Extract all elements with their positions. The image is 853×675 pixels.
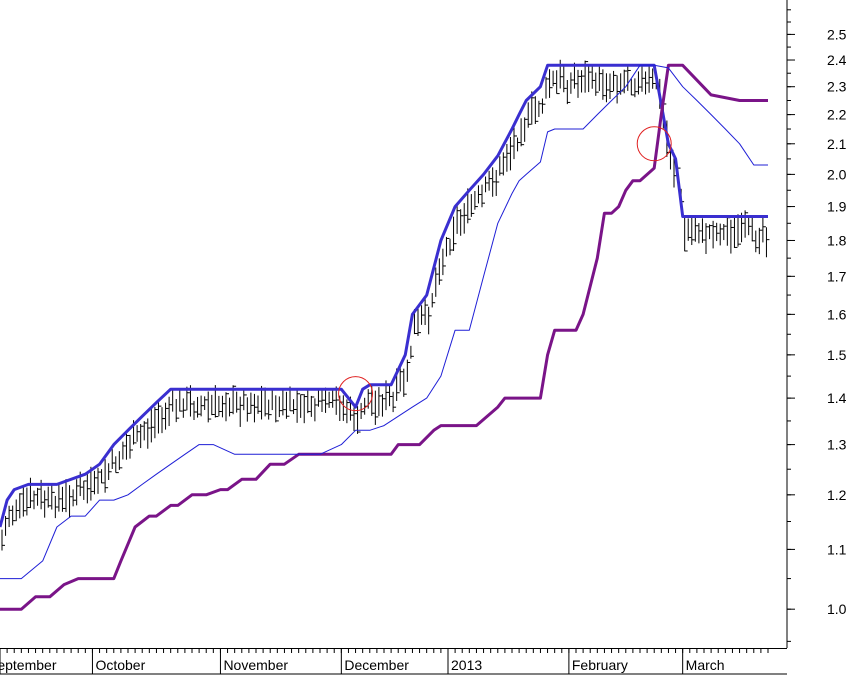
y-tick-label: 1.0 <box>827 601 847 617</box>
signal-circle-marker <box>636 126 672 162</box>
y-tick-label: 1.1 <box>827 541 847 557</box>
y-tick-label: 2.2 <box>827 107 847 123</box>
chart-axes <box>0 0 788 675</box>
y-tick-label: 1.4 <box>827 390 847 406</box>
middle-line <box>0 64 768 580</box>
indicator-lines <box>0 63 768 611</box>
x-tick-label: October <box>95 657 145 673</box>
y-tick-label: 1.9 <box>827 199 847 215</box>
signal-markers <box>338 126 672 412</box>
y-tick-label: 1.6 <box>827 306 847 322</box>
x-tick-label: February <box>572 657 628 673</box>
y-tick-label: 1.3 <box>827 437 847 453</box>
x-axis-ticks: September October November December 2013 Febr… <box>0 648 769 674</box>
lower-stop-line <box>0 63 768 611</box>
y-tick-label: 2.4 <box>827 52 847 68</box>
price-bars <box>1 59 770 551</box>
upper-stop-line <box>0 63 768 528</box>
y-tick-label: 1.2 <box>827 487 847 503</box>
signal-circle-marker <box>338 376 374 412</box>
y-axis-ticks: 1.0 1.1 1.2 1.3 1.4 1.5 1.6 1.7 1.8 1.9 2.0 2.1 2.2 2… <box>787 9 847 642</box>
x-tick-label: March <box>686 657 725 673</box>
x-tick-label: September <box>0 657 57 673</box>
x-tick-label: December <box>344 657 409 673</box>
y-tick-label: 2.5 <box>827 26 847 42</box>
y-tick-label: 1.7 <box>827 268 847 284</box>
x-tick-label: November <box>223 657 288 673</box>
y-tick-label: 2.0 <box>827 166 847 182</box>
y-tick-label: 1.8 <box>827 232 847 248</box>
y-tick-label: 2.3 <box>827 79 847 95</box>
y-tick-label: 1.5 <box>827 347 847 363</box>
y-tick-label: 2.1 <box>827 136 847 152</box>
x-tick-label: 2013 <box>451 657 482 673</box>
